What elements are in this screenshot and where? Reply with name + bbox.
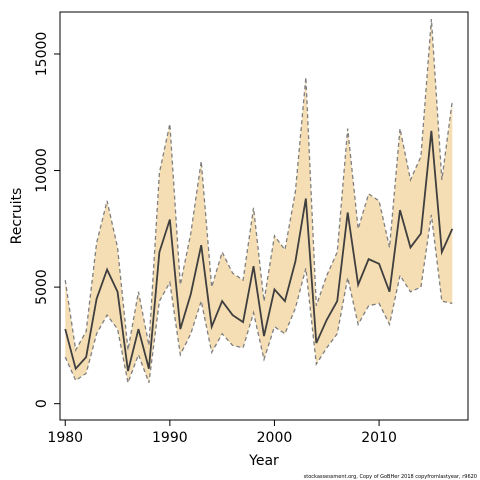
y-tick-label: 0: [34, 399, 50, 408]
y-tick-label: 15000: [34, 32, 50, 77]
y-axis-title: Recruits: [9, 188, 25, 245]
recruits-estimate-line: [64, 130, 454, 372]
x-axis-title: Year: [248, 453, 279, 469]
y-axis: 0 5000 10000 15000: [34, 32, 60, 408]
confidence-band: [65, 18, 453, 383]
x-tick-label: 2010: [361, 430, 397, 446]
x-tick-label: 2000: [257, 430, 293, 446]
upper-bound-line: [64, 18, 453, 353]
footer-note: stockassessment.org, Copy of GoBHer 2018…: [304, 474, 477, 480]
y-tick-label: 10000: [34, 148, 50, 193]
x-axis: 1980 1990 2000 2010: [47, 420, 397, 446]
y-tick-label: 5000: [34, 269, 50, 305]
estimate-line-layer: [64, 18, 454, 386]
confidence-band-layer: [65, 18, 453, 383]
x-tick-label: 1980: [47, 430, 83, 446]
x-tick-label: 1990: [152, 430, 188, 446]
plot-frame: [59, 11, 469, 421]
lower-bound-line: [64, 214, 453, 386]
